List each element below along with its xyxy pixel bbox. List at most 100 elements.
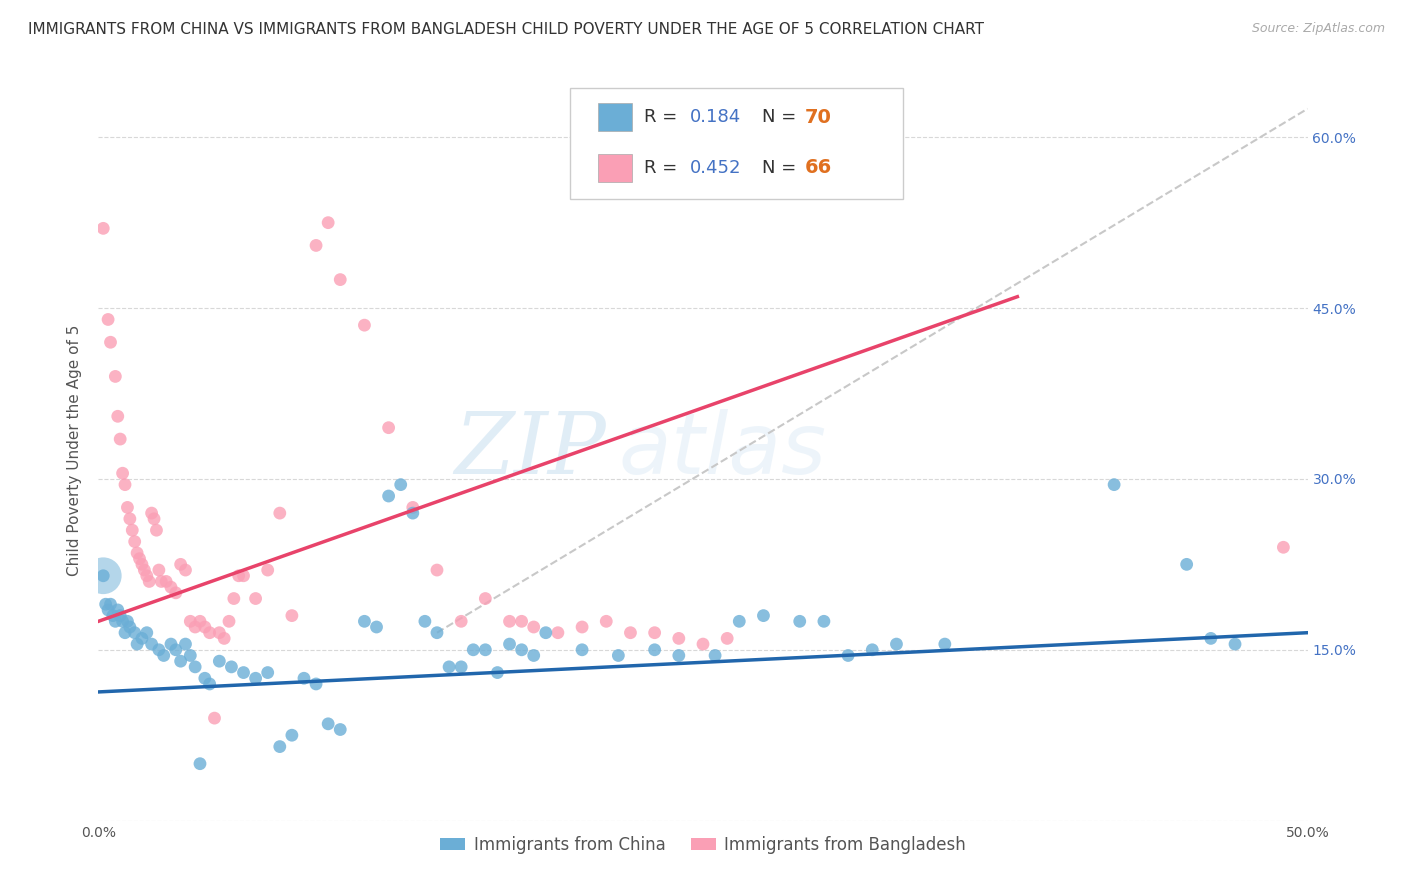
Point — [194, 671, 217, 685]
Point — [108, 432, 131, 446]
Point — [165, 586, 187, 600]
Point — [94, 597, 117, 611]
Point — [179, 648, 201, 663]
Point — [101, 608, 124, 623]
Point — [450, 660, 472, 674]
Point — [474, 591, 496, 606]
Point — [188, 756, 211, 771]
Point — [131, 558, 153, 572]
Point — [789, 615, 811, 629]
Point — [218, 615, 240, 629]
Point — [148, 642, 170, 657]
Point — [152, 648, 174, 663]
Text: atlas: atlas — [619, 409, 827, 492]
Point — [934, 637, 956, 651]
Point — [208, 654, 231, 668]
Point — [571, 620, 593, 634]
Point — [107, 409, 129, 424]
Point — [97, 312, 120, 326]
Point — [198, 677, 221, 691]
Point — [389, 477, 412, 491]
Point — [486, 665, 509, 680]
Point — [704, 648, 727, 663]
Point — [366, 620, 388, 634]
Text: R =: R = — [644, 108, 683, 127]
FancyBboxPatch shape — [598, 103, 631, 131]
Point — [402, 500, 425, 515]
Point — [121, 523, 143, 537]
Point — [174, 637, 197, 651]
Text: IMMIGRANTS FROM CHINA VS IMMIGRANTS FROM BANGLADESH CHILD POVERTY UNDER THE AGE : IMMIGRANTS FROM CHINA VS IMMIGRANTS FROM… — [28, 22, 984, 37]
Point — [169, 558, 191, 572]
Point — [305, 677, 328, 691]
Point — [256, 665, 278, 680]
Text: 66: 66 — [804, 158, 832, 178]
Point — [145, 523, 167, 537]
Point — [607, 648, 630, 663]
Point — [498, 637, 520, 651]
Point — [281, 608, 304, 623]
Point — [114, 625, 136, 640]
Point — [426, 563, 449, 577]
Point — [353, 615, 375, 629]
Point — [135, 568, 157, 582]
Point — [91, 221, 114, 235]
Point — [108, 608, 131, 623]
FancyBboxPatch shape — [598, 153, 631, 182]
Point — [212, 632, 235, 646]
Point — [100, 597, 122, 611]
Point — [138, 574, 160, 589]
Point — [198, 625, 221, 640]
Point — [117, 500, 139, 515]
Point — [463, 642, 485, 657]
Point — [1272, 541, 1295, 555]
Text: ZIP: ZIP — [454, 409, 606, 491]
Point — [232, 665, 254, 680]
Point — [668, 632, 690, 646]
Point — [1199, 632, 1222, 646]
Point — [111, 615, 134, 629]
Point — [228, 568, 250, 582]
Point — [668, 648, 690, 663]
Text: N =: N = — [762, 108, 803, 127]
Point — [124, 625, 146, 640]
Point — [413, 615, 436, 629]
Point — [837, 648, 859, 663]
Point — [305, 238, 328, 252]
Point — [523, 648, 546, 663]
Point — [510, 642, 533, 657]
Text: Source: ZipAtlas.com: Source: ZipAtlas.com — [1251, 22, 1385, 36]
Point — [174, 563, 197, 577]
Point — [208, 625, 231, 640]
Point — [155, 574, 177, 589]
Point — [165, 642, 187, 657]
Text: N =: N = — [762, 159, 803, 177]
Point — [547, 625, 569, 640]
Point — [316, 216, 339, 230]
Point — [91, 568, 114, 582]
Point — [128, 551, 150, 566]
Point — [886, 637, 908, 651]
Point — [510, 615, 533, 629]
Point — [118, 620, 141, 634]
Point — [104, 615, 127, 629]
Point — [474, 642, 496, 657]
Point — [752, 608, 775, 623]
Point — [402, 506, 425, 520]
Point — [377, 489, 399, 503]
Point — [523, 620, 546, 634]
Point — [728, 615, 751, 629]
Point — [127, 546, 149, 560]
Point — [716, 632, 738, 646]
Point — [353, 318, 375, 333]
Point — [134, 563, 156, 577]
Point — [329, 272, 352, 286]
FancyBboxPatch shape — [569, 87, 903, 199]
Point — [316, 716, 339, 731]
Point — [377, 420, 399, 434]
Point — [160, 580, 183, 594]
Point — [256, 563, 278, 577]
Point — [141, 637, 163, 651]
Point — [148, 563, 170, 577]
Point — [269, 739, 291, 754]
